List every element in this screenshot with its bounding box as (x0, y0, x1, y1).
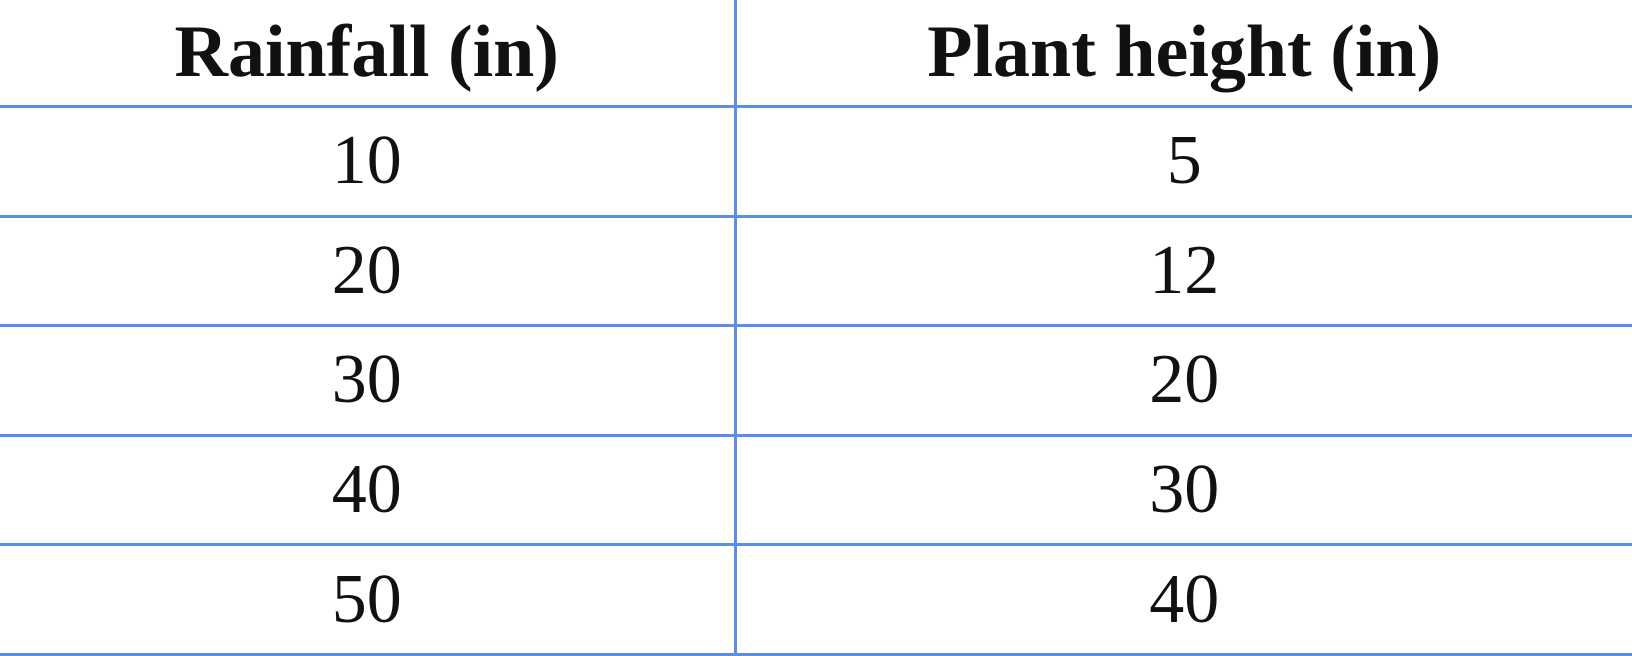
table-row: 10 5 (0, 105, 1632, 218)
table-cell: 12 (733, 214, 1632, 328)
table-cell: 20 (0, 214, 737, 328)
table-cell: 5 (733, 105, 1632, 218)
table-cell: 40 (733, 543, 1632, 656)
table-row: 30 20 (0, 324, 1632, 437)
column-header: Rainfall (in) (0, 0, 737, 108)
header-row: Rainfall (in) Plant height (in) (0, 0, 1632, 108)
column-header: Plant height (in) (733, 0, 1632, 108)
table-cell: 50 (0, 543, 737, 656)
table-cell: 30 (733, 433, 1632, 547)
table-row: 20 12 (0, 214, 1632, 328)
table-cell: 20 (733, 324, 1632, 437)
table-row: 40 30 (0, 433, 1632, 547)
table-cell: 30 (0, 324, 737, 437)
table-cell: 40 (0, 433, 737, 547)
table-cell: 10 (0, 105, 737, 218)
table-row: 50 40 (0, 543, 1632, 656)
